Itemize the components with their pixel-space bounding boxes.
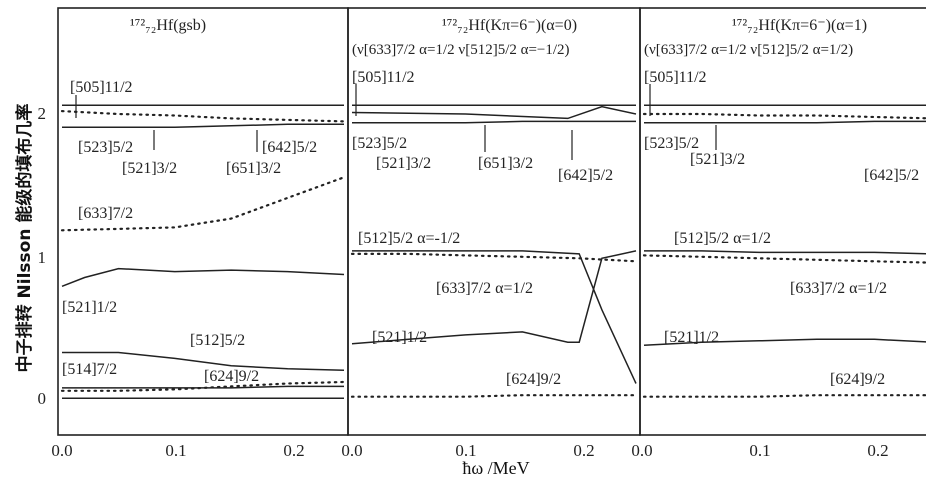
x-tick-label: 0.0 <box>51 441 72 460</box>
y-tick-label: 2 <box>38 104 47 123</box>
panel-series <box>60 104 346 399</box>
series-line <box>352 120 636 124</box>
series-line <box>643 338 926 346</box>
level-label: [523]5/2 <box>644 135 699 152</box>
series-line <box>351 250 637 345</box>
level-label: [642]5/2 <box>558 167 613 184</box>
level-label: [505]11/2 <box>70 79 133 96</box>
level-label: [521]1/2 <box>664 329 719 346</box>
x-tick-label: 0.0 <box>631 441 652 460</box>
series-line <box>60 176 346 232</box>
y-tick-label: 0 <box>38 389 47 408</box>
panel-alpha1: ¹⁷²₇₂Hf(Kπ=6⁻)(α=1) (ν[633]7/2 α=1/2 ν[5… <box>639 7 926 436</box>
panel-gsb: ¹⁷²₇₂Hf(gsb) [505]11/2 [523]5/2 [521]3/2… <box>57 7 349 436</box>
x-tick-label: 0.2 <box>283 441 304 460</box>
series-line <box>350 252 638 263</box>
series-line <box>644 120 926 124</box>
panel-frame <box>639 7 926 436</box>
x-tick-label: 0.2 <box>573 441 594 460</box>
level-label: [521]3/2 <box>690 151 745 168</box>
level-label: [521]3/2 <box>122 160 177 177</box>
level-label: [521]1/2 <box>372 329 427 346</box>
level-label: [514]7/2 <box>62 361 117 378</box>
level-label: [642]5/2 <box>262 139 317 156</box>
y-axis-label: 中子排转 Nilsson 能级的填布几率 <box>14 104 35 373</box>
series-line <box>642 112 926 120</box>
level-label: [523]5/2 <box>352 135 407 152</box>
panel-title: ¹⁷²₇₂Hf(Kπ=6⁻)(α=0) <box>442 17 577 34</box>
series-line <box>351 105 637 120</box>
panel-series <box>642 104 926 398</box>
series-line <box>62 123 344 129</box>
level-label: [624]9/2 <box>830 371 885 388</box>
level-label: [512]5/2 α=1/2 <box>674 230 771 247</box>
x-tick-label: 0.1 <box>749 441 770 460</box>
x-tick-label: 0.2 <box>867 441 888 460</box>
series-line <box>642 254 926 264</box>
x-axis-label: ħω /MeV <box>462 458 529 478</box>
level-label: [512]5/2 α=-1/2 <box>358 230 460 247</box>
series-line <box>62 351 345 371</box>
y-tick-label: 1 <box>38 248 47 267</box>
panel-alpha0: ¹⁷²₇₂Hf(Kπ=6⁻)(α=0) (ν[633]7/2 α=1/2 ν[5… <box>347 7 641 436</box>
level-label: [642]5/2 <box>864 167 919 184</box>
level-label: [505]11/2 <box>644 69 707 86</box>
x-ticks: 0.0 0.1 0.2 0.0 0.1 0.2 0.0 0.1 0.2 <box>51 441 888 460</box>
level-label: [624]9/2 <box>506 371 561 388</box>
level-label: [523]5/2 <box>78 139 133 156</box>
panel-title: ¹⁷²₇₂Hf(gsb) <box>130 17 206 34</box>
x-tick-label: 0.1 <box>165 441 186 460</box>
series-line <box>350 394 638 398</box>
series-line <box>61 267 345 287</box>
series-line <box>60 109 346 123</box>
level-label: [651]3/2 <box>478 155 533 172</box>
level-label: [633]7/2 <box>78 205 133 222</box>
level-label: [505]11/2 <box>352 69 415 86</box>
level-label: [651]3/2 <box>226 160 281 177</box>
level-label: [521]1/2 <box>62 299 117 316</box>
level-label: [633]7/2 α=1/2 <box>436 280 533 297</box>
x-tick-label: 0.0 <box>341 441 362 460</box>
series-line <box>644 250 926 255</box>
series-line <box>642 394 926 398</box>
panel-title: ¹⁷²₇₂Hf(Kπ=6⁻)(α=1) <box>732 17 867 34</box>
panel-series <box>350 104 638 398</box>
series-line <box>60 380 346 392</box>
level-label: [633]7/2 α=1/2 <box>790 280 887 297</box>
level-label: [512]5/2 <box>190 332 245 349</box>
level-label: [624]9/2 <box>204 368 259 385</box>
series-line <box>352 250 637 384</box>
level-label: [521]3/2 <box>376 155 431 172</box>
panel-subtitle: (ν[633]7/2 α=1/2 ν[512]5/2 α=1/2) <box>644 42 853 58</box>
panel-subtitle: (ν[633]7/2 α=1/2 ν[512]5/2 α=−1/2) <box>352 42 570 58</box>
series-line <box>62 385 344 389</box>
x-tick-label: 0.1 <box>455 441 476 460</box>
